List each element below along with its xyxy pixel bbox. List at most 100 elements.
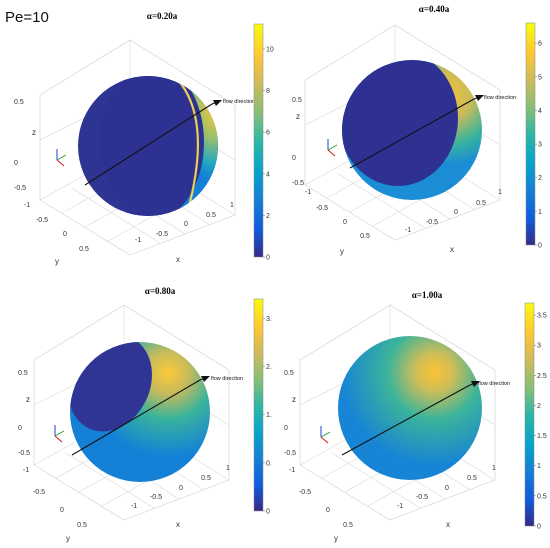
x-tick-label: -1 (397, 503, 403, 510)
flow-arrow-icon (213, 100, 222, 106)
z-tick-label: 0.5 (292, 97, 302, 104)
colorbar-tick-label: 3 (537, 343, 541, 350)
sphere-base (338, 336, 482, 480)
x-tick-label: 1 (498, 189, 502, 196)
panel-alpha-0.40: α=0.40a flow direction (292, 4, 542, 256)
panel-title: α=0.80a (145, 286, 176, 296)
y-axis-label: y (334, 534, 338, 543)
colorbar-tick-label: 0 (266, 255, 270, 262)
colorbar-ticks: 0 0.5 1 1.5 2 2.5 3 3.5 (534, 313, 547, 531)
sphere: flow direction (342, 60, 516, 200)
x-tick-label: -1 (131, 503, 137, 510)
y-axis-label: y (66, 534, 70, 543)
y-tick-label: 0 (63, 231, 67, 238)
colorbar-ticks: 0 2 4 6 8 10 (263, 46, 274, 262)
x-tick-label: -0.5 (156, 231, 168, 238)
flow-label: flow direction (484, 95, 516, 101)
panel-title: α=1.00a (412, 290, 443, 300)
y-tick-label: 0.5 (343, 522, 353, 529)
x-tick-label: -1 (135, 237, 141, 244)
z-tick-label: 0 (18, 425, 22, 432)
z-tick-label: 0.5 (284, 370, 294, 377)
colorbar (524, 302, 535, 527)
panel-alpha-1.00: α=1.00a flow direction (284, 290, 547, 543)
z-axis-label: z (292, 395, 296, 404)
z-tick-label: 0 (14, 160, 18, 167)
sphere: flow direction (70, 342, 243, 482)
flow-line (349, 98, 475, 169)
z-axis-label: z (296, 112, 300, 121)
y-tick-label: -0.5 (316, 205, 328, 212)
colorbar-tick-label: 3. (266, 316, 272, 323)
y-tick-label: -0.5 (33, 489, 45, 496)
x-tick-label: 0.5 (206, 212, 216, 219)
y-tick-label: -1 (23, 467, 29, 474)
panel-alpha-0.20: α=0.20a f (14, 11, 274, 266)
y-tick-label: 0 (326, 507, 330, 514)
y-tick-label: 0 (60, 507, 64, 514)
flow-label: flow direction (223, 99, 255, 105)
colorbar-tick-label: 6 (266, 130, 270, 137)
y-tick-label: 0 (343, 219, 347, 226)
colorbar-tick-label: 2 (537, 403, 541, 410)
x-tick-label: 1 (226, 465, 230, 472)
colorbar-tick-label: 0 (266, 509, 270, 516)
panel-title: α=0.20a (147, 11, 178, 21)
z-tick-label: 0 (284, 425, 288, 432)
z-tick-label: 0.5 (14, 99, 24, 106)
axis-ticks: 0.50-0.5-1-0.500.51-1-0.500.5 (284, 370, 496, 529)
x-tick-label: -0.5 (426, 219, 438, 226)
colorbar-tick-label: 0 (538, 243, 542, 250)
x-axis-label: x (446, 520, 450, 529)
sphere: flow direction (338, 336, 510, 480)
colorbar-tick-label: 2. (266, 364, 272, 371)
axis-ticks: 0.50-0.5-1-0.500.51-1-0.500.5 (292, 97, 502, 240)
pe-label: Pe=10 (5, 9, 49, 26)
colorbar-tick-label: 3 (538, 142, 542, 149)
y-tick-label: -0.5 (36, 217, 48, 224)
flow-label: flow direction (211, 376, 243, 382)
colorbar-tick-label: 2.5 (537, 373, 547, 380)
colorbar-tick-label: 0.5 (537, 493, 547, 500)
x-axis-label: x (450, 245, 454, 254)
colorbar-ticks: 0 0. 1. 2. 3. (263, 316, 272, 516)
orientation-triad (320, 426, 331, 444)
x-axis-label: x (176, 520, 180, 529)
x-tick-label: 0.5 (201, 475, 211, 482)
y-axis-label: y (340, 247, 344, 256)
colorbar-tick-label: 0. (266, 460, 272, 467)
axis-ticks: 0.50-0.5-1-0.500.51-1-0.500.5 (18, 370, 230, 529)
y-axis-label: y (55, 257, 59, 266)
x-tick-label: -1 (405, 227, 411, 234)
y-tick-label: -0.5 (299, 489, 311, 496)
x-tick-label: 0 (179, 485, 183, 492)
colorbar-tick-label: 1 (537, 463, 541, 470)
flow-line (341, 384, 471, 456)
colorbar-tick-label: 1.5 (537, 433, 547, 440)
z-tick-label: 0.5 (18, 370, 28, 377)
colorbar-tick-label: 8 (266, 88, 270, 95)
hot-band (177, 79, 200, 211)
y-tick-label: -1 (24, 202, 30, 209)
x-tick-label: 1 (230, 202, 234, 209)
flow-arrow-icon (471, 381, 480, 387)
x-tick-label: -0.5 (416, 494, 428, 501)
colorbar-tick-label: 6 (538, 41, 542, 48)
colorbar-tick-label: 0 (537, 524, 541, 531)
x-tick-label: 0 (454, 209, 458, 216)
y-tick-label: 0.5 (77, 522, 87, 529)
axis-ticks: 0.50-0.5-1-0.500.51-1-0.500.5 (14, 99, 234, 253)
colorbar-tick-label: 1. (266, 412, 272, 419)
colorbar-tick-label: 4 (266, 171, 270, 178)
x-tick-label: 1 (492, 465, 496, 472)
colorbar-tick-label: 4 (538, 108, 542, 115)
cold-cap (342, 60, 458, 186)
colorbar-ticks: 0 1 2 3 4 5 6 (535, 41, 542, 250)
x-tick-label: 0.5 (476, 200, 486, 207)
z-tick-label: -0.5 (284, 450, 296, 457)
flow-arrow-icon (475, 95, 484, 101)
y-tick-label: 0.5 (360, 233, 370, 240)
x-tick-label: 0.5 (467, 475, 477, 482)
z-tick-label: -0.5 (14, 185, 26, 192)
z-tick-label: -0.5 (292, 180, 304, 187)
